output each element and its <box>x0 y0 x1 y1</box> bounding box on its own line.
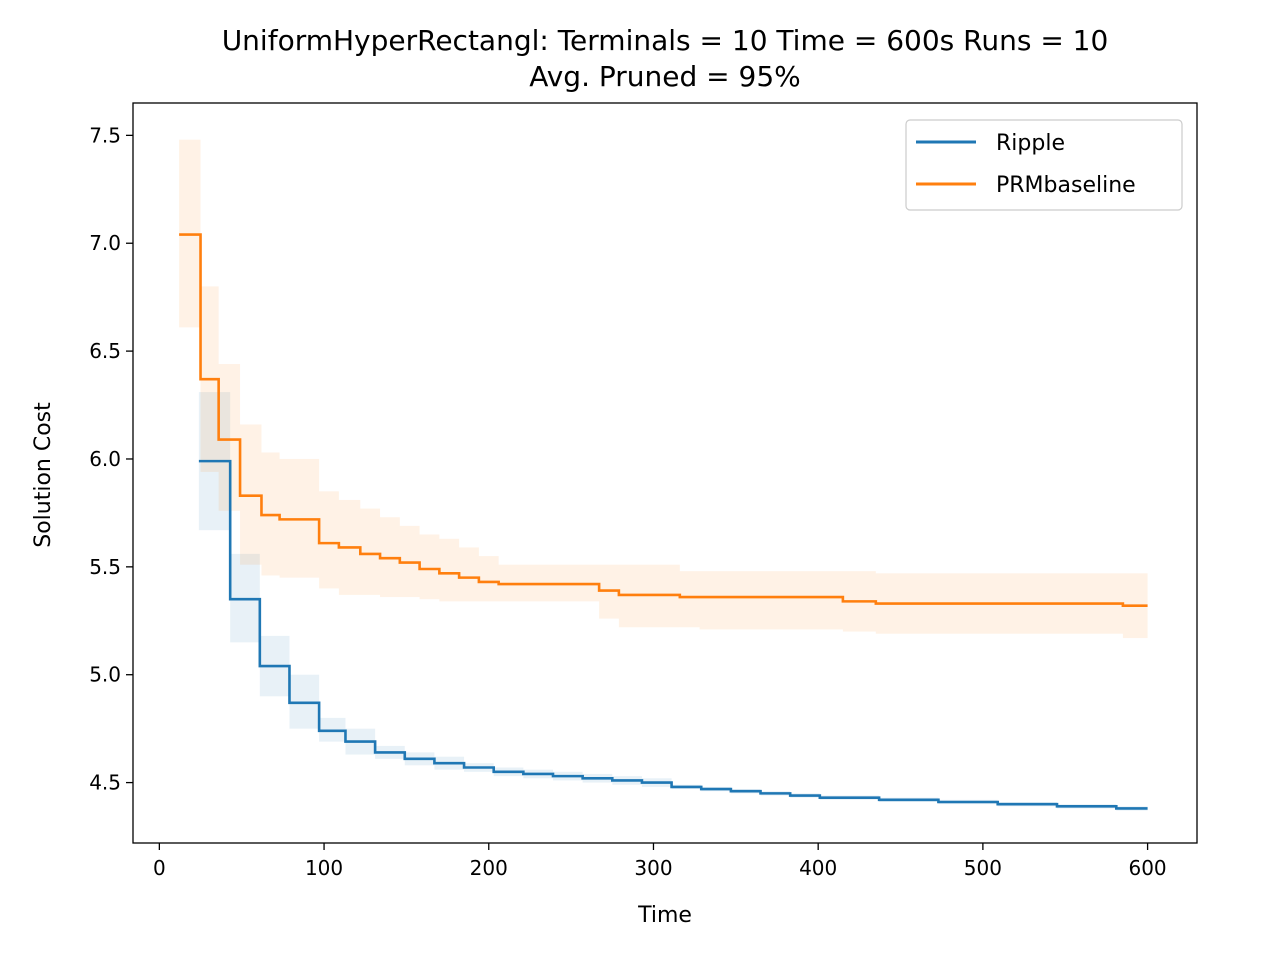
legend-label-ripple: Ripple <box>996 131 1065 156</box>
x-tick-label: 200 <box>470 856 508 880</box>
y-axis-label: Solution Cost <box>31 402 56 548</box>
y-tick-label: 5.0 <box>89 663 121 687</box>
series-line-ripple <box>198 459 1148 810</box>
legend-label-prmbaseline: PRMbaseline <box>996 173 1136 198</box>
band-prmbaseline-segment <box>699 571 843 630</box>
y-tick-label: 5.5 <box>89 555 121 579</box>
y-tick-label: 6.0 <box>89 447 121 471</box>
x-tick-label: 500 <box>964 856 1002 880</box>
band-prmbaseline-segment <box>319 491 339 589</box>
band-prmbaseline-segment <box>459 547 479 602</box>
band-prmbaseline-segment <box>218 364 241 511</box>
chart-title: UniformHyperRectangl: Terminals = 10 Tim… <box>222 24 1109 57</box>
x-tick-label: 600 <box>1128 856 1166 880</box>
band-prmbaseline-segment <box>679 571 700 628</box>
band-prmbaseline-segment <box>478 556 499 602</box>
band-prmbaseline-segment <box>439 538 460 602</box>
series-line-prmbaseline <box>179 233 1148 607</box>
x-tick-label: 400 <box>799 856 837 880</box>
plot-area-frame <box>132 102 1198 844</box>
x-axis-label: Time <box>637 903 692 928</box>
chart-subtitle: Avg. Pruned = 95% <box>529 60 801 93</box>
band-prmbaseline-segment <box>419 534 440 600</box>
y-tick-label: 7.5 <box>89 123 121 147</box>
x-tick-label: 100 <box>305 856 343 880</box>
x-axis-ticks: 0 100 200 300 400 500 600 <box>153 843 1167 880</box>
y-tick-label: 7.0 <box>89 231 121 255</box>
y-axis-ticks: 4.5 5.0 5.5 6.0 6.5 7.0 7.5 <box>89 123 133 795</box>
legend: Ripple PRMbaseline <box>905 119 1183 211</box>
x-tick-label: 300 <box>634 856 672 880</box>
band-prmbaseline-segment <box>360 508 381 595</box>
series-lines <box>179 233 1148 810</box>
x-tick-label: 0 <box>153 856 166 880</box>
y-tick-label: 6.5 <box>89 339 121 363</box>
y-tick-label: 4.5 <box>89 771 121 795</box>
